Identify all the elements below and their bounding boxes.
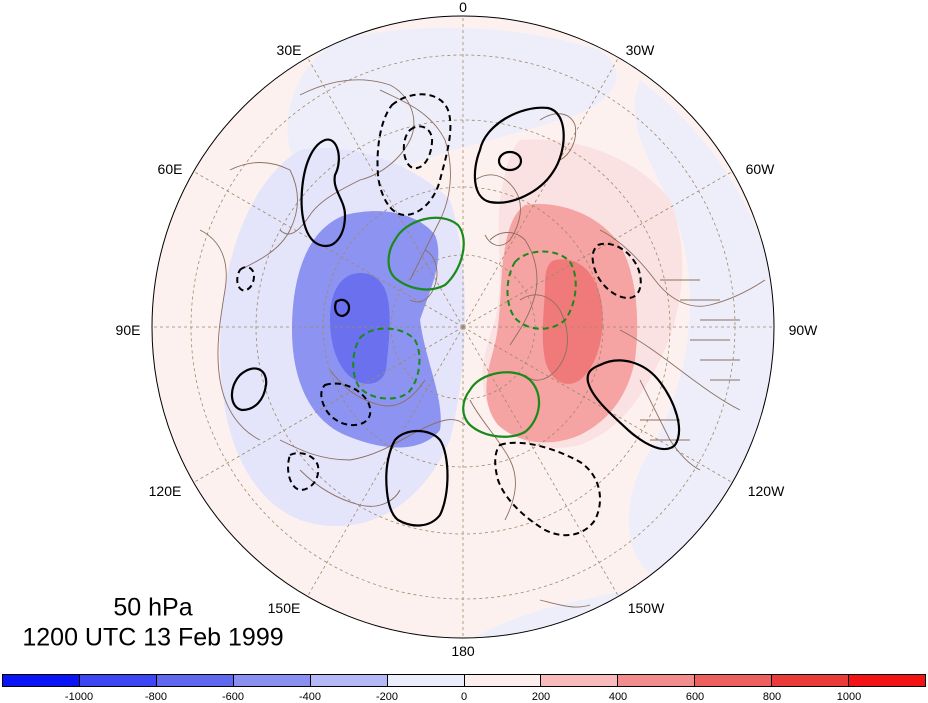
lon-label-0: 0	[459, 0, 467, 15]
colorbar-label: -200	[375, 691, 399, 703]
contour-dashed-scandinavia	[376, 93, 452, 217]
lon-label-150w: 150W	[627, 600, 665, 616]
contour-black-south	[385, 429, 449, 527]
lon-label-120w: 120W	[747, 483, 785, 499]
pressure-level-title: 50 hPa	[113, 593, 193, 622]
colorbar-label: -800	[144, 691, 168, 703]
colorbar-label: -400	[298, 691, 322, 703]
colorbar-box	[79, 675, 157, 686]
contours-green-solid	[387, 216, 541, 438]
shade-red-inner	[542, 259, 603, 384]
datetime-title: 1200 UTC 13 Feb 1999	[22, 623, 284, 652]
contour-green-dashed-canada	[506, 250, 577, 330]
colorbar-box	[849, 675, 926, 686]
lon-label-90e: 90E	[115, 322, 141, 338]
contour-dashed-pacific	[494, 441, 601, 537]
contours-green-dashed	[352, 250, 577, 400]
contour-black-north	[473, 106, 565, 204]
colorbar-box	[464, 675, 542, 686]
lon-label-150e: 150E	[267, 600, 301, 616]
lon-label-60e: 60E	[157, 161, 183, 177]
lon-label-180: 180	[451, 643, 475, 659]
lon-label-120e: 120E	[148, 483, 182, 499]
colorbar-box	[618, 675, 696, 686]
contours-black-dashed	[236, 93, 642, 537]
contour-dashed-siberia	[320, 382, 372, 427]
colorbar-box	[772, 675, 850, 686]
contour-green-bering	[462, 371, 541, 438]
colorbar-box	[156, 675, 234, 686]
colorbar	[2, 674, 926, 687]
contours-black-solid	[230, 106, 680, 527]
contour-green-arctic	[387, 216, 465, 291]
colorbar-label: 400	[608, 691, 628, 703]
contour-black-europe	[300, 138, 347, 248]
colorbar-box	[233, 675, 311, 686]
colorbar-label: -600	[221, 691, 245, 703]
contour-black-north-inner	[497, 150, 523, 172]
colorbar-label: 600	[685, 691, 705, 703]
colorbar-box	[541, 675, 619, 686]
colorbar-box	[387, 675, 465, 686]
lon-label-60w: 60W	[745, 161, 775, 177]
lon-label-30e: 30E	[276, 42, 302, 58]
lon-label-90w: 90W	[788, 322, 818, 338]
colorbar-box	[3, 675, 80, 686]
shade-light-blue-east	[628, 80, 774, 580]
colorbar-label: 200	[531, 691, 551, 703]
coastlines	[199, 79, 766, 608]
colorbar-label: 800	[762, 691, 782, 703]
contour-dashed-scandinavia-inner	[402, 125, 434, 170]
contour-dashed-asia	[287, 452, 320, 492]
colorbar-label: 1000	[836, 691, 862, 703]
colorbar-label: -1000	[64, 691, 94, 703]
contour-black-west	[230, 367, 268, 412]
contour-dashed-west	[236, 266, 256, 292]
colorbar-box	[310, 675, 388, 686]
contour-dashed-canada-east	[591, 242, 642, 300]
colorbar-label: 0	[460, 691, 468, 703]
meridians	[152, 16, 774, 638]
contour-green-dashed-siberia	[352, 327, 421, 400]
lon-label-30w: 30W	[625, 42, 655, 58]
map-disk-outline	[151, 15, 775, 639]
contour-black-small	[334, 298, 351, 317]
colorbar-box	[695, 675, 773, 686]
contour-black-america	[586, 359, 680, 451]
